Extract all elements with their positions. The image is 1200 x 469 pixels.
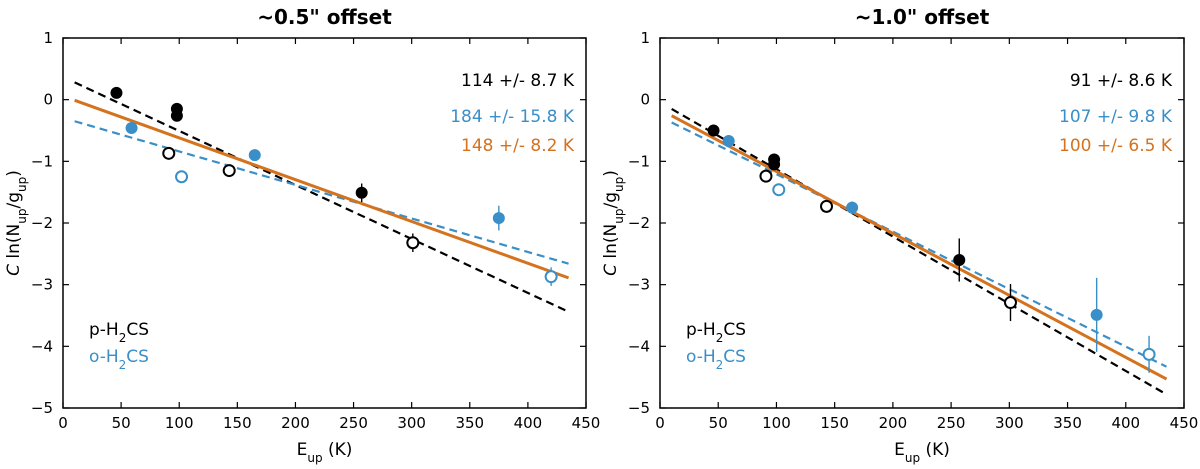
y-tick-label: −2 [31,214,53,232]
fit-label-para: 114 +/- 8.7 K [461,71,575,91]
fit-line-ortho [74,120,569,265]
y-axis-label: C ln(Nup/gup) [601,170,626,276]
y-tick-label: −5 [628,399,650,417]
fit-line-combined [74,98,570,280]
y-tick-label: −1 [628,152,650,170]
x-tick-label: 100 [762,414,791,432]
x-tick-label: 450 [572,414,601,432]
data-point-ortho [492,212,505,225]
fit-line-ortho [671,121,1168,368]
y-tick-label: −5 [31,399,53,417]
data-point-ortho [1142,347,1156,361]
data-point-ortho [248,149,261,162]
legend-para: p-H2CS [89,320,149,345]
y-tick-label: 0 [43,91,53,109]
y-tick-label: −4 [31,337,53,355]
data-point-para [1003,296,1017,310]
data-point-para [953,254,966,266]
fit-label-ortho: 184 +/- 15.8 K [450,107,575,127]
chart-title: ~0.5" offset [257,5,392,29]
x-tick-label: 350 [1053,414,1082,432]
y-axis-label: C ln(Nup/gup) [4,170,29,276]
x-tick-label: 450 [1170,414,1199,432]
legend-ortho: o-H2CS [89,347,149,372]
legend-para: p-H2CS [686,320,746,345]
x-tick-label: 200 [281,414,310,432]
plot-frame [62,37,587,409]
data-point-para [707,124,720,137]
data-point-ortho [1090,308,1103,321]
data-point-ortho [544,270,558,284]
y-tick-label: 0 [640,91,650,109]
x-tick-label: 150 [820,414,849,432]
data-point-para [170,109,183,122]
x-tick-label: 100 [165,414,194,432]
chart-title: ~1.0" offset [855,5,990,29]
x-axis-label: Eup (K) [894,440,950,465]
y-tick-label: −2 [628,214,650,232]
x-tick-label: 0 [58,414,68,432]
y-tick-label: 1 [640,29,650,47]
data-point-ortho [772,183,786,197]
data-point-ortho [722,134,735,147]
fit-lines [74,81,570,313]
x-tick-label: 150 [223,414,252,432]
x-tick-label: 200 [879,414,908,432]
fit-label-combined: 100 +/- 6.5 K [1059,136,1173,156]
data-point-para [406,236,420,250]
data-point-para [162,146,176,160]
plot-frame [659,37,1185,409]
data-point-para [820,199,834,213]
y-tick-label: −1 [31,152,53,170]
fit-line-para [671,107,1168,396]
x-tick-label: 400 [514,414,543,432]
data-point-para [355,186,368,199]
y-tick-label: −3 [628,276,650,294]
legend-ortho: o-H2CS [686,347,746,372]
y-tick-label: −3 [31,276,53,294]
y-tick-label: −4 [628,337,650,355]
x-tick-label: 50 [112,414,131,432]
data-point-para [759,169,773,183]
right-panel: ~1.0" offset 0 50 100 150 200 250 300 350 400 450 1… [601,5,1198,465]
data-point-para [222,164,236,178]
x-tick-label: 300 [397,414,426,432]
x-axis-label: Eup (K) [297,440,353,465]
data-point-ortho [175,170,189,184]
data-point-ortho [125,122,138,135]
data-point-para [110,86,123,99]
fit-label-combined: 148 +/- 8.2 K [461,136,575,156]
fit-line-combined [670,114,1168,381]
left-panel: ~0.5" offset 0 50 100 150 200 250 300 350 400 450 1… [4,5,600,465]
x-tick-label: 350 [455,414,484,432]
y-tick-label: 1 [43,29,53,47]
x-tick-label: 50 [709,414,728,432]
x-tick-label: 250 [937,414,966,432]
x-tick-label: 0 [655,414,665,432]
x-tick-label: 400 [1111,414,1140,432]
x-tick-label: 250 [339,414,368,432]
fit-label-para: 91 +/- 8.6 K [1070,71,1173,91]
data-point-ortho [846,201,859,214]
fit-label-ortho: 107 +/- 9.8 K [1059,107,1173,127]
data-point-para [768,158,781,171]
x-tick-label: 300 [995,414,1024,432]
fit-lines [670,107,1168,396]
